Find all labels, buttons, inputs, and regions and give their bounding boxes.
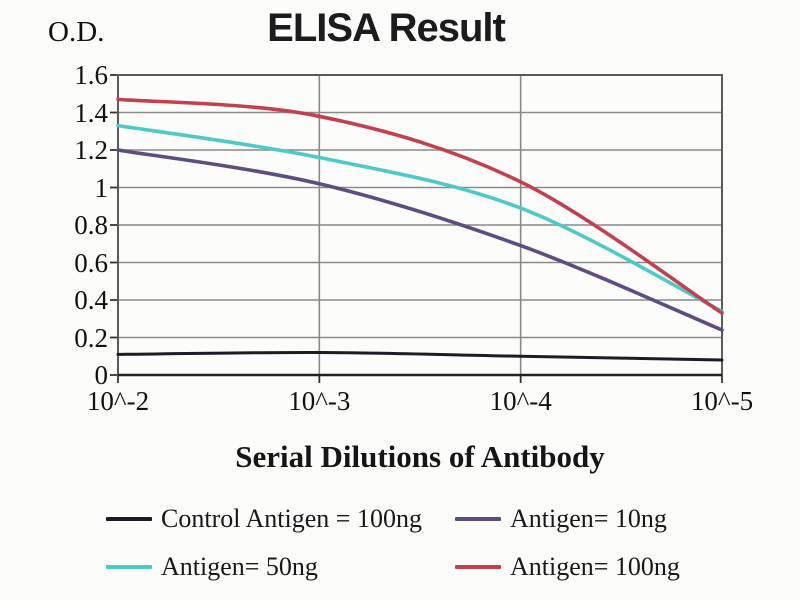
y-tick-label: 0: [94, 360, 109, 390]
legend-item-control-antigen-100ng: Control Antigen = 100ng: [106, 503, 422, 535]
legend-swatch-black-line: [106, 517, 152, 521]
x-tick-label: 10^-2: [86, 386, 150, 416]
chart-title: ELISA Result: [267, 6, 506, 50]
legend-swatch-red-line: [455, 565, 501, 569]
y-tick-label: 1.6: [74, 60, 108, 90]
legend-swatch-purple-line: [455, 517, 501, 521]
legend-label: Control Antigen = 100ng: [161, 504, 422, 533]
y-tick-label: 0.2: [74, 322, 108, 353]
legend-label: Antigen= 10ng: [510, 504, 667, 533]
x-tick-label: 10^-3: [288, 386, 351, 416]
y-tick-label: 0.6: [74, 247, 108, 278]
y-tick-label: 1: [94, 172, 109, 203]
x-tick-label: 10^-4: [489, 386, 552, 416]
y-tick-label: 1.4: [74, 97, 108, 128]
legend-label: Antigen= 100ng: [510, 552, 680, 581]
x-axis-title: Serial Dilutions of Antibody: [235, 439, 605, 474]
y-tick-label: 0.8: [74, 210, 108, 240]
y-tick-label: 0.4: [74, 285, 108, 315]
x-tick-label: 10^-5: [690, 386, 754, 416]
legend: Control Antigen = 100ng Antigen= 10ng An…: [0, 503, 800, 595]
y-tick-label: 1.2: [74, 135, 108, 165]
legend-item-antigen-100ng: Antigen= 100ng: [455, 551, 680, 583]
legend-item-antigen-10ng: Antigen= 10ng: [455, 503, 667, 535]
legend-item-antigen-50ng: Antigen= 50ng: [106, 551, 318, 583]
y-axis-unit-label: O.D.: [48, 16, 105, 48]
legend-label: Antigen= 50ng: [161, 552, 318, 581]
legend-swatch-cyan-line: [106, 565, 152, 569]
